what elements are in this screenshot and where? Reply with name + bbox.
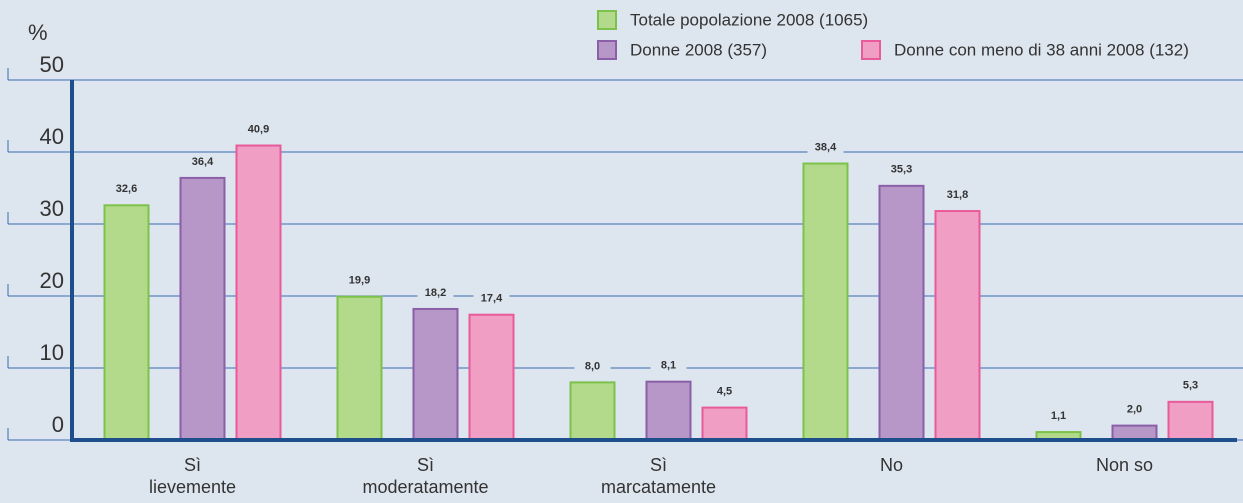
value-label: 40,9	[248, 123, 269, 135]
bar	[235, 144, 282, 442]
legend-label: Donne con meno di 38 anni 2008 (132)	[894, 40, 1189, 59]
bar	[412, 307, 459, 441]
value-label-bg	[240, 122, 277, 137]
value-label-bg	[184, 154, 221, 169]
x-tick-label: Sì lievemente	[149, 455, 236, 497]
value-label: 4,5	[717, 386, 732, 398]
bar	[701, 406, 748, 442]
x-tick-label: Non so	[1096, 455, 1153, 475]
bar	[1111, 424, 1158, 442]
value-label: 5,3	[1183, 380, 1198, 392]
bar	[179, 176, 226, 441]
value-label: 19,9	[349, 275, 370, 287]
value-label-bg	[108, 182, 145, 197]
x-tick-label-line: marcatamente	[601, 477, 716, 497]
x-tick-label: Sì moderatamente	[362, 455, 488, 497]
value-label-bg	[341, 273, 378, 288]
value-label: 18,2	[425, 287, 446, 299]
x-tick-label: Sì marcatamente	[601, 455, 716, 497]
value-label-bg	[473, 291, 510, 306]
x-tick-label-line: Non so	[1096, 455, 1153, 475]
value-label: 2,0	[1127, 404, 1142, 416]
value-label: 8,1	[661, 360, 676, 372]
x-tick-label-line: Sì	[417, 455, 434, 475]
x-tick-label-line: moderatamente	[362, 477, 488, 497]
value-label-bg	[939, 188, 976, 203]
bar	[103, 204, 150, 441]
y-axis-label: %	[28, 20, 48, 45]
value-label: 17,4	[481, 293, 503, 305]
value-label-bg	[1040, 409, 1077, 424]
value-label-bg	[883, 162, 920, 177]
bar	[1167, 400, 1214, 441]
value-label: 38,4	[815, 141, 837, 153]
y-tick-label: 20	[40, 268, 64, 293]
legend-label: Donne 2008 (357)	[630, 40, 767, 59]
x-tick-label-line: lievemente	[149, 477, 236, 497]
value-label-bg	[1116, 402, 1153, 417]
x-tick-label: No	[880, 455, 903, 475]
y-tick-label: 0	[52, 412, 64, 437]
value-label-bg	[650, 358, 687, 373]
bar	[934, 210, 981, 441]
legend-swatch	[597, 40, 617, 60]
x-tick-label-line: No	[880, 455, 903, 475]
value-label: 1,1	[1051, 410, 1066, 422]
y-tick-label: 10	[40, 340, 64, 365]
value-label: 32,6	[116, 183, 137, 195]
value-label: 35,3	[891, 164, 912, 176]
value-label-bg	[417, 285, 454, 300]
bar	[336, 295, 383, 441]
bar	[645, 380, 692, 441]
value-label-bg	[1172, 378, 1209, 393]
value-label: 36,4	[192, 156, 214, 168]
bar	[878, 184, 925, 441]
bar	[569, 381, 616, 441]
legend-swatch	[861, 40, 881, 60]
value-label-bg	[706, 384, 743, 399]
bar	[802, 162, 849, 442]
y-tick-label: 30	[40, 196, 64, 221]
value-label-bg	[807, 140, 844, 155]
legend-label: Totale popolazione 2008 (1065)	[630, 10, 868, 29]
y-tick-label: 50	[40, 52, 64, 77]
legend-swatch	[597, 10, 617, 30]
y-tick-label: 40	[40, 124, 64, 149]
value-label: 8,0	[585, 360, 600, 372]
x-tick-label-line: Sì	[184, 455, 201, 475]
value-label-bg	[574, 359, 611, 374]
bar	[468, 313, 515, 441]
x-tick-label-line: Sì	[650, 455, 667, 475]
value-label: 31,8	[947, 189, 968, 201]
